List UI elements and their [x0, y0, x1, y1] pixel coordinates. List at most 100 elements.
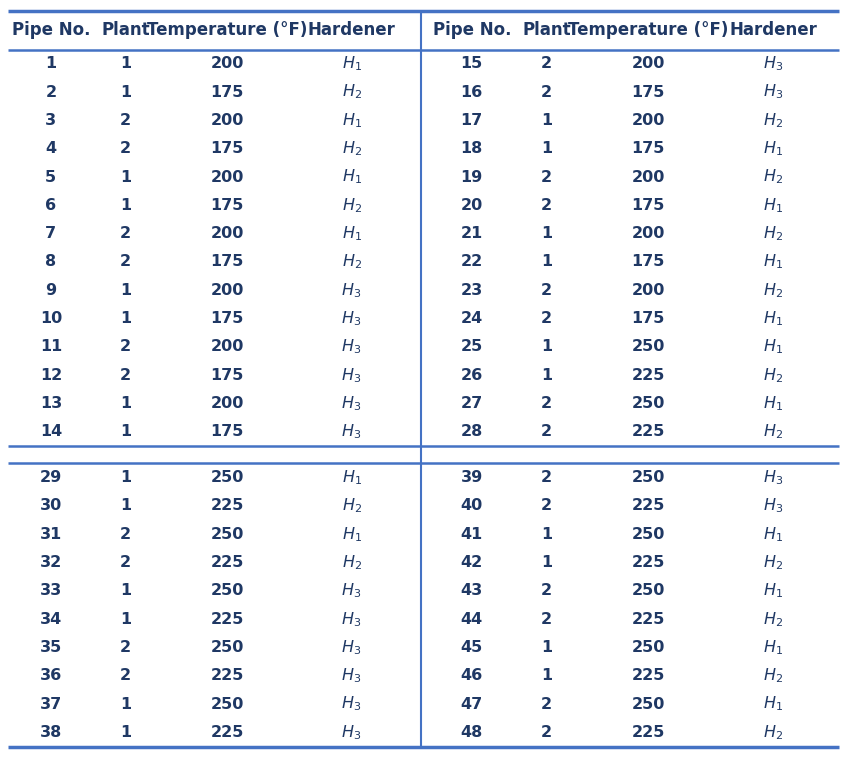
Text: 34: 34	[40, 612, 62, 627]
Text: 2: 2	[45, 85, 57, 99]
Text: 225: 225	[631, 424, 665, 440]
Text: 1: 1	[540, 141, 552, 156]
Text: 2: 2	[540, 424, 552, 440]
Text: 175: 175	[631, 198, 665, 213]
Text: 225: 225	[631, 498, 665, 513]
Text: 3: 3	[45, 113, 57, 128]
Text: Pipe No.: Pipe No.	[12, 21, 90, 39]
Text: $\mathit{H}_2$: $\mathit{H}_2$	[763, 168, 783, 186]
Text: $\mathit{H}_2$: $\mathit{H}_2$	[763, 553, 783, 572]
Text: 12: 12	[40, 368, 62, 383]
Text: 15: 15	[461, 56, 483, 71]
Text: 43: 43	[461, 584, 483, 598]
Text: 250: 250	[631, 340, 665, 355]
Text: 1: 1	[540, 640, 552, 655]
Text: 30: 30	[40, 498, 62, 513]
Text: 250: 250	[631, 396, 665, 411]
Text: 2: 2	[540, 85, 552, 99]
Text: 1: 1	[119, 498, 131, 513]
Text: $\mathit{H}_1$: $\mathit{H}_1$	[763, 695, 783, 713]
Text: 225: 225	[631, 368, 665, 383]
Text: 200: 200	[210, 226, 244, 241]
Text: 1: 1	[540, 255, 552, 270]
Text: 29: 29	[40, 470, 62, 485]
Text: 47: 47	[461, 697, 483, 712]
Text: $\mathit{H}_1$: $\mathit{H}_1$	[763, 252, 783, 271]
Text: $\mathit{H}_2$: $\mathit{H}_2$	[341, 83, 362, 102]
Text: 1: 1	[119, 198, 131, 213]
Text: 41: 41	[461, 527, 483, 542]
Text: 19: 19	[461, 170, 483, 184]
Text: $\mathit{H}_1$: $\mathit{H}_1$	[341, 224, 362, 243]
Text: 1: 1	[119, 85, 131, 99]
Text: 1: 1	[119, 697, 131, 712]
Text: 175: 175	[631, 311, 665, 326]
Text: 42: 42	[461, 555, 483, 570]
Text: $\mathit{H}_3$: $\mathit{H}_3$	[763, 496, 783, 515]
Text: $\mathit{H}_3$: $\mathit{H}_3$	[341, 281, 362, 299]
Text: 32: 32	[40, 555, 62, 570]
Text: 225: 225	[210, 612, 244, 627]
Text: 2: 2	[540, 198, 552, 213]
Text: 200: 200	[210, 340, 244, 355]
Text: 25: 25	[461, 340, 483, 355]
Text: $\mathit{H}_1$: $\mathit{H}_1$	[341, 111, 362, 130]
Text: 225: 225	[631, 612, 665, 627]
Text: 200: 200	[631, 56, 665, 71]
Text: 14: 14	[40, 424, 62, 440]
Text: 2: 2	[119, 113, 131, 128]
Text: 250: 250	[210, 527, 244, 542]
Text: Temperature (°F): Temperature (°F)	[147, 21, 307, 39]
Text: 200: 200	[631, 170, 665, 184]
Text: 175: 175	[631, 85, 665, 99]
Text: 39: 39	[461, 470, 483, 485]
Text: 2: 2	[119, 527, 131, 542]
Text: $\mathit{H}_1$: $\mathit{H}_1$	[763, 337, 783, 356]
Text: $\mathit{H}_3$: $\mathit{H}_3$	[341, 638, 362, 657]
Text: 45: 45	[461, 640, 483, 655]
Text: 40: 40	[461, 498, 483, 513]
Text: 31: 31	[40, 527, 62, 542]
Text: 1: 1	[119, 283, 131, 298]
Text: 2: 2	[540, 498, 552, 513]
Text: $\mathit{H}_1$: $\mathit{H}_1$	[341, 55, 362, 73]
Text: 250: 250	[210, 697, 244, 712]
Text: 175: 175	[631, 255, 665, 270]
Text: 10: 10	[40, 311, 62, 326]
Text: 1: 1	[119, 584, 131, 598]
Text: 7: 7	[45, 226, 57, 241]
Text: $\mathit{H}_1$: $\mathit{H}_1$	[341, 168, 362, 186]
Text: $\mathit{H}_1$: $\mathit{H}_1$	[763, 394, 783, 413]
Text: 200: 200	[210, 170, 244, 184]
Text: $\mathit{H}_3$: $\mathit{H}_3$	[341, 366, 362, 384]
Text: 2: 2	[540, 311, 552, 326]
Text: 2: 2	[119, 226, 131, 241]
Text: 1: 1	[540, 527, 552, 542]
Text: 2: 2	[540, 56, 552, 71]
Text: 250: 250	[631, 584, 665, 598]
Text: Hardener: Hardener	[729, 21, 817, 39]
Text: $\mathit{H}_2$: $\mathit{H}_2$	[763, 609, 783, 628]
Text: $\mathit{H}_2$: $\mathit{H}_2$	[341, 139, 362, 158]
Text: $\mathit{H}_2$: $\mathit{H}_2$	[763, 666, 783, 685]
Text: 250: 250	[210, 584, 244, 598]
Text: 200: 200	[631, 226, 665, 241]
Text: 1: 1	[540, 669, 552, 683]
Text: $\mathit{H}_2$: $\mathit{H}_2$	[341, 553, 362, 572]
Text: 20: 20	[461, 198, 483, 213]
Text: 175: 175	[210, 198, 244, 213]
Text: 175: 175	[210, 311, 244, 326]
Text: 36: 36	[40, 669, 62, 683]
Text: $\mathit{H}_1$: $\mathit{H}_1$	[341, 468, 362, 487]
Text: 175: 175	[210, 141, 244, 156]
Text: 250: 250	[210, 470, 244, 485]
Text: $\mathit{H}_1$: $\mathit{H}_1$	[763, 525, 783, 543]
Text: 1: 1	[119, 725, 131, 740]
Text: 200: 200	[210, 396, 244, 411]
Text: 2: 2	[540, 170, 552, 184]
Text: 250: 250	[210, 640, 244, 655]
Text: 1: 1	[540, 555, 552, 570]
Text: 1: 1	[119, 396, 131, 411]
Text: $\mathit{H}_1$: $\mathit{H}_1$	[763, 638, 783, 657]
Text: 1: 1	[45, 56, 57, 71]
